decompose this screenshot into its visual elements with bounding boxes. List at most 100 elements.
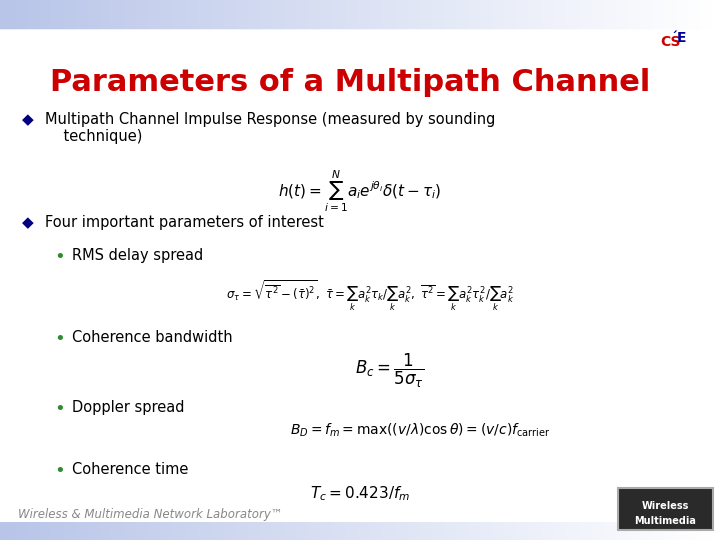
Bar	[367, 522, 368, 540]
Bar	[525, 522, 526, 540]
Bar	[299, 522, 300, 540]
Bar	[162, 522, 163, 540]
Bar	[250, 522, 251, 540]
Bar	[122, 522, 123, 540]
FancyBboxPatch shape	[618, 488, 713, 530]
Bar	[340, 522, 341, 540]
Bar	[595, 522, 596, 540]
Bar	[710, 522, 711, 540]
Bar	[472, 522, 473, 540]
Bar	[279, 522, 280, 540]
Bar	[611, 522, 612, 540]
Bar	[354, 522, 355, 540]
Bar	[196, 522, 197, 540]
Bar	[453, 522, 454, 540]
Bar	[392, 522, 393, 540]
Bar	[605, 522, 606, 540]
Bar	[503, 522, 504, 540]
Bar	[387, 522, 388, 540]
Bar	[687, 522, 688, 540]
Bar	[497, 522, 498, 540]
Bar	[434, 522, 435, 540]
Bar	[403, 522, 404, 540]
Bar	[24, 522, 25, 540]
Bar	[362, 522, 363, 540]
Bar	[655, 522, 656, 540]
Bar	[357, 522, 358, 540]
Bar	[489, 522, 490, 540]
Bar	[464, 522, 465, 540]
Bar	[643, 522, 644, 540]
Text: •: •	[55, 400, 66, 418]
Bar	[153, 522, 154, 540]
Bar	[535, 522, 536, 540]
Bar	[427, 522, 428, 540]
Bar	[84, 522, 85, 540]
Bar	[401, 522, 402, 540]
Bar	[661, 522, 662, 540]
Bar	[511, 522, 512, 540]
Bar	[349, 522, 350, 540]
Bar	[105, 522, 106, 540]
Bar	[393, 522, 394, 540]
Bar	[151, 522, 152, 540]
Bar	[355, 522, 356, 540]
Bar	[487, 522, 488, 540]
Bar	[358, 522, 359, 540]
Bar	[321, 522, 322, 540]
Bar	[116, 522, 117, 540]
Bar	[455, 522, 456, 540]
Bar	[27, 522, 28, 540]
Text: Coherence bandwidth: Coherence bandwidth	[72, 330, 233, 345]
Bar	[479, 522, 480, 540]
Bar	[4, 522, 5, 540]
Bar	[653, 522, 654, 540]
Bar	[120, 522, 121, 540]
Bar	[609, 522, 610, 540]
Bar	[38, 522, 39, 540]
Bar	[390, 522, 391, 540]
Bar	[556, 522, 557, 540]
Bar	[631, 522, 632, 540]
Bar	[107, 522, 108, 540]
Bar	[185, 522, 186, 540]
Bar	[508, 522, 509, 540]
Bar	[18, 522, 19, 540]
Bar	[163, 522, 164, 540]
Bar	[680, 522, 681, 540]
Bar	[384, 522, 385, 540]
Bar	[336, 522, 337, 540]
Bar	[47, 522, 48, 540]
Bar	[344, 522, 345, 540]
Bar	[197, 522, 198, 540]
Bar	[172, 522, 173, 540]
Bar	[644, 522, 645, 540]
Bar	[431, 522, 432, 540]
Bar	[64, 522, 65, 540]
Bar	[705, 522, 706, 540]
Bar	[177, 522, 178, 540]
Bar	[559, 522, 560, 540]
Bar	[470, 522, 471, 540]
Bar	[695, 522, 696, 540]
Bar	[484, 522, 485, 540]
Bar	[125, 522, 126, 540]
Bar	[463, 522, 464, 540]
Bar	[690, 522, 691, 540]
Bar	[580, 522, 581, 540]
Bar	[551, 522, 552, 540]
Bar	[54, 522, 55, 540]
Bar	[179, 522, 180, 540]
Bar	[145, 522, 146, 540]
Bar	[674, 522, 675, 540]
Bar	[599, 522, 600, 540]
Bar	[51, 522, 52, 540]
Bar	[171, 522, 172, 540]
Bar	[45, 522, 46, 540]
Bar	[408, 522, 409, 540]
Bar	[289, 522, 290, 540]
Bar	[575, 522, 576, 540]
Bar	[15, 522, 16, 540]
Text: $h(t) = \sum_{i=1}^{N} a_i e^{j\theta_i} \delta(t - \tau_i)$: $h(t) = \sum_{i=1}^{N} a_i e^{j\theta_i}…	[278, 168, 442, 213]
Bar	[635, 522, 636, 540]
